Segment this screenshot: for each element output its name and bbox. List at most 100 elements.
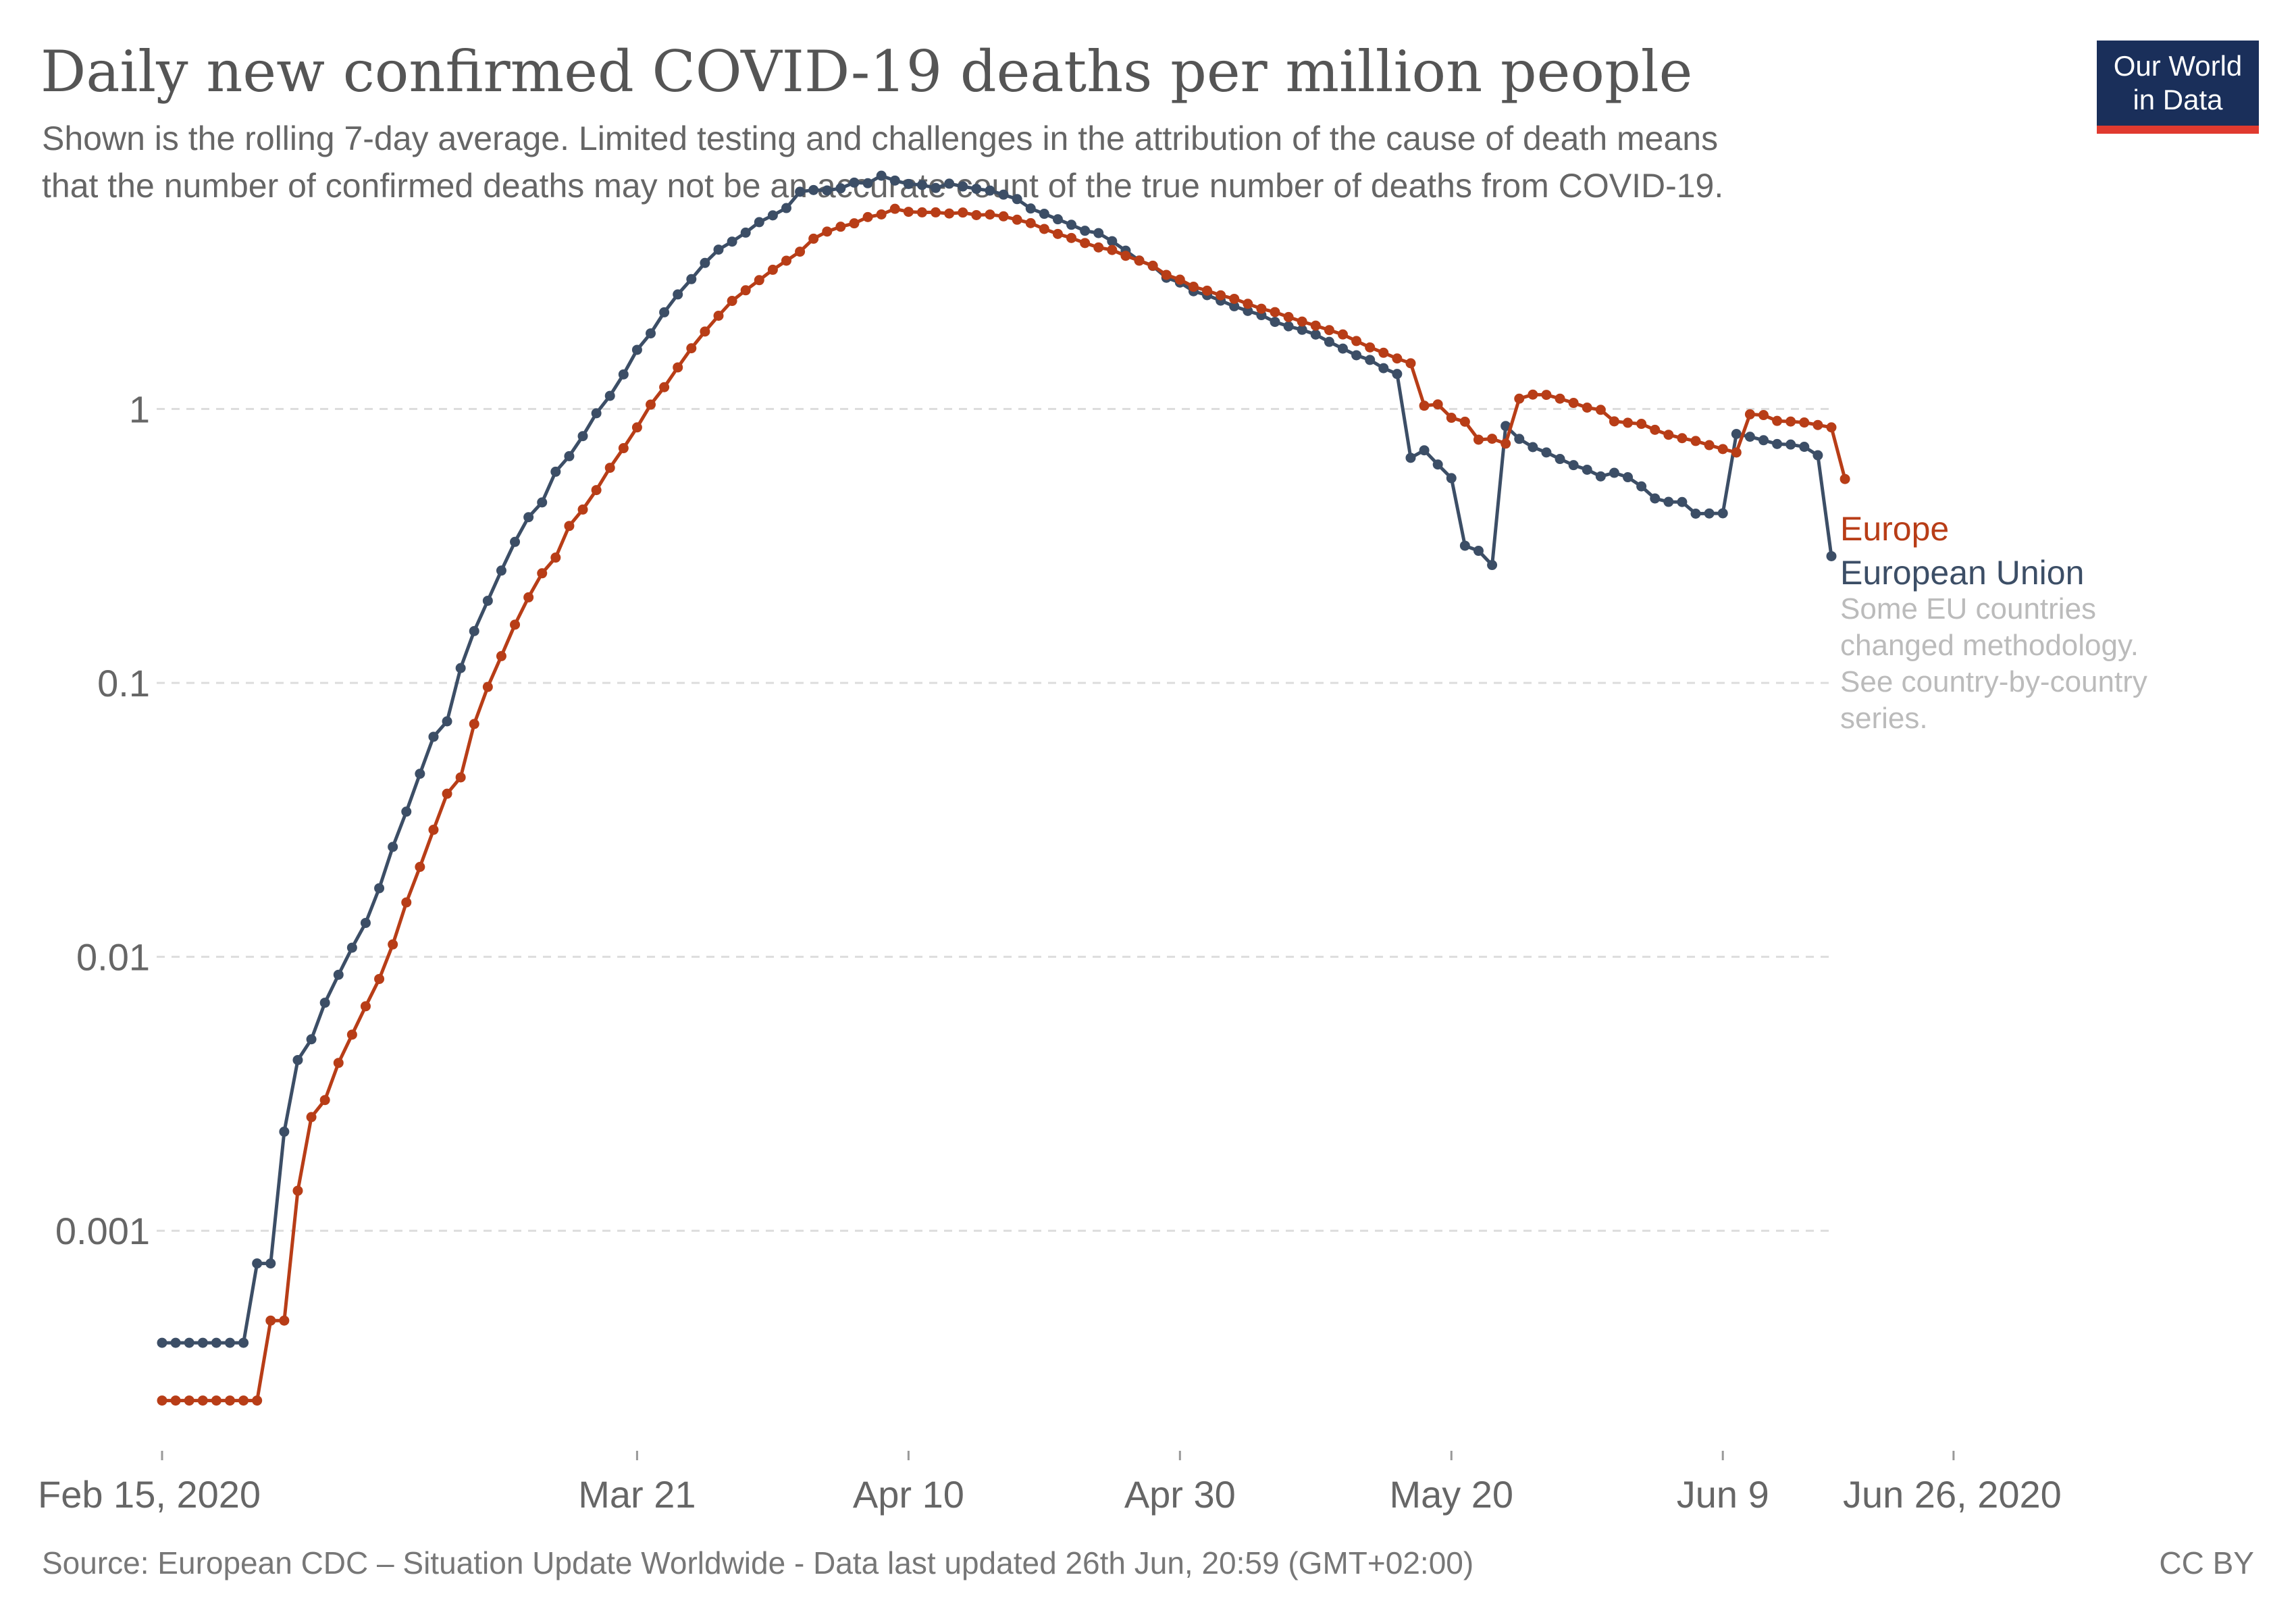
data-point-europe [523, 592, 534, 602]
data-point-european-union [686, 274, 697, 284]
data-point-europe [1243, 299, 1253, 309]
logo-line-1: Our World [2114, 50, 2243, 82]
data-point-european-union [1066, 220, 1077, 230]
data-point-europe [808, 233, 819, 244]
data-point-european-union [496, 565, 506, 576]
data-point-europe [1677, 433, 1688, 444]
data-point-europe [781, 255, 791, 266]
data-point-european-union [455, 663, 466, 673]
data-point-european-union [401, 806, 412, 817]
data-point-europe [931, 207, 941, 217]
data-point-europe [1446, 413, 1457, 423]
x-axis: Feb 15, 2020 Mar 21 Apr 10 Apr 30 May 20 Jun … [38, 1451, 2062, 1516]
data-point-european-union [1351, 350, 1362, 361]
data-point-europe [1595, 405, 1606, 415]
data-point-european-union [360, 917, 371, 928]
data-point-european-union [1744, 432, 1755, 442]
data-point-europe [265, 1315, 276, 1326]
data-point-european-union [319, 998, 330, 1008]
x-tick-label-5: Jun 9 [1677, 1473, 1769, 1516]
chart-title: Daily new confirmed COVID-19 deaths per … [41, 38, 1692, 105]
data-point-europe [1459, 416, 1470, 427]
data-point-europe [1487, 434, 1498, 444]
data-point-european-union [700, 257, 710, 268]
data-point-europe [686, 343, 697, 354]
data-point-europe [1555, 393, 1565, 404]
data-point-european-union [618, 369, 629, 380]
data-point-european-union [415, 769, 425, 779]
data-point-european-union [1446, 473, 1457, 484]
data-point-european-union [1609, 467, 1619, 478]
data-point-europe [604, 463, 615, 473]
legend-note-line-2: See country-by-country [1840, 665, 2147, 698]
data-point-european-union [822, 185, 833, 196]
data-point-european-union [1365, 355, 1376, 365]
data-point-europe [238, 1395, 249, 1406]
data-point-europe [1365, 342, 1376, 353]
data-point-european-union [1663, 496, 1674, 507]
data-point-european-union [767, 210, 778, 221]
data-point-europe [862, 211, 873, 222]
data-point-europe [1297, 316, 1307, 327]
data-point-europe [537, 568, 548, 579]
source-note: Source: European CDC – Situation Update … [42, 1545, 1473, 1580]
license-link[interactable]: CC BY [2159, 1545, 2254, 1580]
data-point-european-union [1392, 369, 1403, 380]
data-point-europe [835, 222, 846, 232]
data-point-europe [1799, 417, 1810, 428]
data-point-europe [958, 207, 968, 218]
data-point-europe [1310, 320, 1321, 331]
data-point-european-union [985, 185, 995, 196]
data-point-europe [1840, 473, 1850, 484]
data-point-europe [1568, 398, 1579, 409]
plot-area [157, 170, 1850, 1406]
data-point-european-union [1636, 481, 1647, 492]
data-point-europe [1432, 399, 1443, 410]
data-point-europe [1025, 217, 1036, 228]
owid-logo[interactable]: Our World in Data [2097, 41, 2259, 134]
data-point-europe [1473, 434, 1484, 445]
y-tick-label-1: 0.01 [76, 936, 150, 979]
data-point-europe [1052, 228, 1063, 239]
data-point-european-union [1337, 343, 1348, 354]
data-point-european-union [1324, 336, 1334, 347]
data-point-european-union [1514, 434, 1525, 444]
data-point-european-union [1419, 445, 1430, 456]
data-point-europe [1134, 255, 1145, 266]
data-point-europe [550, 552, 561, 563]
data-point-european-union [808, 184, 819, 195]
data-point-european-union [795, 186, 806, 197]
data-point-europe [876, 209, 887, 220]
data-point-european-union [1568, 460, 1579, 471]
data-point-europe [197, 1395, 208, 1406]
data-point-europe [1256, 303, 1267, 314]
data-point-europe [1093, 242, 1104, 253]
data-point-europe [1690, 436, 1701, 446]
data-point-european-union [1799, 442, 1810, 453]
data-point-european-union [1378, 363, 1389, 374]
data-point-european-union [211, 1337, 221, 1348]
data-point-europe [971, 209, 982, 220]
data-point-european-union [252, 1258, 263, 1269]
data-point-europe [1039, 224, 1049, 234]
data-point-european-union [1541, 447, 1552, 458]
data-point-european-union [577, 431, 588, 442]
data-point-european-union [604, 390, 615, 401]
x-tick-label-0: Feb 15, 2020 [38, 1473, 261, 1516]
data-point-european-union [374, 883, 385, 894]
data-point-europe [319, 1095, 330, 1106]
data-point-europe [903, 207, 914, 217]
data-point-europe [740, 285, 751, 296]
data-point-europe [700, 326, 710, 337]
data-point-european-union [1487, 560, 1498, 571]
data-point-europe [713, 311, 724, 321]
data-point-europe [985, 209, 995, 220]
data-point-european-union [292, 1054, 303, 1065]
data-point-europe [279, 1315, 290, 1326]
data-point-european-union [958, 181, 968, 192]
data-point-european-union [1677, 496, 1688, 507]
legend-label-europe: Europe [1840, 510, 1949, 548]
data-point-european-union [1731, 428, 1742, 439]
data-point-europe [510, 619, 521, 630]
